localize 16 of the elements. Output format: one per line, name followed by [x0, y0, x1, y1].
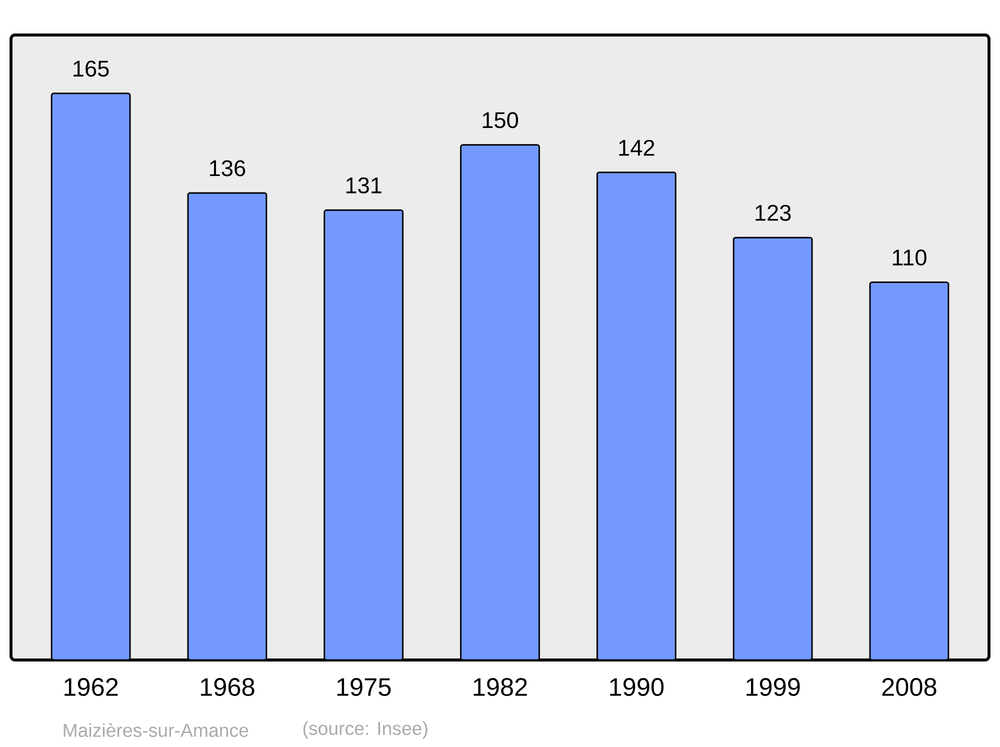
data-label: 150 — [482, 112, 518, 128]
x-tick-label: 1982 — [474, 678, 527, 696]
x-tick-label: 1999 — [746, 678, 800, 696]
data-label: 142 — [619, 140, 654, 156]
data-label: 165 — [74, 60, 109, 77]
data-label: 110 — [892, 249, 926, 266]
x-tick-label: 1968 — [200, 678, 254, 696]
data-label: 136 — [210, 160, 246, 176]
text: Maizières-sur-Amance — [64, 723, 248, 737]
x-tick-label: 1990 — [610, 678, 664, 696]
x-tick-label: 1962 — [64, 678, 118, 696]
text: (source: Insee) — [303, 721, 428, 739]
data-label: 131 — [346, 177, 382, 194]
x-tick-label: 2008 — [882, 678, 936, 696]
data-label: 123 — [756, 204, 791, 221]
x-tick-label: 1975 — [337, 678, 391, 696]
